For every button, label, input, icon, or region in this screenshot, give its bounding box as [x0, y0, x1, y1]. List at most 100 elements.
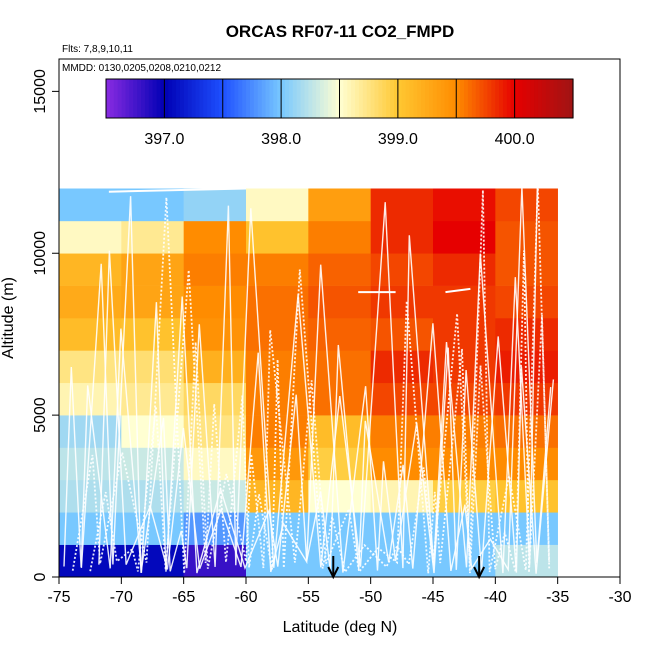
- colorbar-segment: [288, 79, 294, 118]
- colorbar-segment: [378, 79, 383, 118]
- colorbar-segment: [269, 79, 274, 118]
- colorbar-segment: [249, 79, 255, 118]
- heatmap-cell: [59, 350, 122, 384]
- colorbar-segment: [545, 79, 551, 118]
- colorbar-segment: [117, 79, 123, 118]
- colorbar-segment: [355, 79, 360, 118]
- colorbar-segment: [569, 79, 574, 118]
- colorbar-segment: [125, 79, 130, 118]
- colorbar-segment: [456, 79, 461, 118]
- colorbar-segment: [522, 79, 527, 118]
- heatmap-cell: [121, 253, 184, 286]
- heatmap-cell: [246, 318, 309, 351]
- colorbar-segment: [347, 79, 352, 118]
- heatmap-cell: [370, 318, 434, 351]
- colorbar-segment: [300, 79, 306, 118]
- heatmap-cell: [183, 285, 247, 319]
- heatmap-cell: [183, 253, 247, 286]
- colorbar-segment: [285, 79, 290, 118]
- colorbar-segment: [436, 79, 442, 118]
- colorbar-segment: [246, 79, 251, 118]
- heatmap-cell: [59, 220, 122, 254]
- colorbar-segment: [179, 79, 185, 118]
- colorbar-segment: [203, 79, 208, 118]
- colorbar-segment: [541, 79, 547, 118]
- colorbar-segment: [413, 79, 418, 118]
- colorbar-segment: [257, 79, 263, 118]
- heatmap-cell: [433, 220, 496, 254]
- colorbar-segment: [475, 79, 481, 118]
- colorbar-segment: [401, 79, 407, 118]
- y-tick-label: 5000: [32, 397, 49, 433]
- colorbar-segment: [226, 79, 232, 118]
- colorbar-segment: [238, 79, 243, 118]
- colorbar-segment: [537, 79, 543, 118]
- colorbar-segment: [390, 79, 395, 118]
- colorbar-segment: [425, 79, 430, 118]
- colorbar-segment: [374, 79, 380, 118]
- x-axis-label: Latitude (deg N): [283, 619, 398, 636]
- colorbar-segment: [464, 79, 469, 118]
- dates-label: MMDD: 0130,0205,0208,0210,0212: [62, 63, 221, 74]
- colorbar-segment: [234, 79, 239, 118]
- colorbar-segment: [506, 79, 512, 118]
- colorbar-segment: [141, 79, 146, 118]
- colorbar-segment: [565, 79, 570, 118]
- x-tick-label: -40: [484, 589, 507, 606]
- heatmap-cell: [308, 253, 371, 286]
- colorbar-segment: [448, 79, 453, 118]
- colorbar-segment: [444, 79, 450, 118]
- heatmap-cell: [370, 350, 434, 384]
- colorbar: 397.0 398.0 399.0 400.0: [105, 78, 574, 148]
- colorbar-segment: [172, 79, 177, 118]
- x-tick-label: -60: [234, 589, 257, 606]
- flight-track-line: [98, 250, 555, 574]
- colorbar-segment: [253, 79, 259, 118]
- heatmap-cell: [308, 318, 371, 351]
- heatmap-cell: [433, 253, 496, 286]
- colorbar-segment: [273, 79, 278, 118]
- flight-track-line: [89, 182, 551, 575]
- x-axis: -75 -70 -65 -60 -55 -50 -45 -40 -35 -30: [47, 576, 632, 606]
- colorbar-segment: [176, 79, 181, 118]
- heatmap-cell: [495, 220, 558, 254]
- heatmap-cell: [183, 220, 247, 254]
- heatmap-cell: [59, 253, 122, 286]
- y-axis: 0 5000 10000 15000: [32, 69, 60, 581]
- colorbar-segment: [207, 79, 212, 118]
- colorbar-segment: [211, 79, 216, 118]
- heatmap-cell: [433, 188, 496, 222]
- colorbar-segment: [534, 79, 539, 118]
- colorbar-segment: [164, 79, 169, 118]
- colorbar-segment: [323, 79, 329, 118]
- colorbar-segment: [370, 79, 376, 118]
- heatmap-cell: [495, 188, 558, 222]
- colorbar-segment: [183, 79, 189, 118]
- colorbar-segment: [452, 79, 457, 118]
- colorbar-segment: [191, 79, 197, 118]
- x-tick-label: -50: [359, 589, 382, 606]
- colorbar-segment: [405, 79, 411, 118]
- colorbar-segment: [156, 79, 162, 118]
- heatmap-cell: [183, 318, 247, 351]
- colorbar-segment: [187, 79, 193, 118]
- flight-track-line: [80, 172, 539, 574]
- colorbar-segment: [471, 79, 477, 118]
- colorbar-segment: [129, 79, 134, 118]
- heatmap-cell: [370, 188, 434, 222]
- colorbar-segment: [218, 79, 224, 118]
- colorbar-segment: [366, 79, 372, 118]
- colorbar-segment: [514, 79, 520, 118]
- heatmap-cell: [495, 253, 558, 286]
- colorbar-segment: [358, 79, 364, 118]
- colorbar-segment: [242, 79, 247, 118]
- colorbar-segment: [502, 79, 508, 118]
- colorbar-segment: [222, 79, 228, 118]
- heatmap-cell: [433, 350, 496, 384]
- flight-track-line: [71, 197, 551, 574]
- colorbar-segment: [137, 79, 142, 118]
- colorbar-segment: [409, 79, 415, 118]
- heatmap-cell: [121, 318, 184, 351]
- colorbar-segment: [518, 79, 524, 118]
